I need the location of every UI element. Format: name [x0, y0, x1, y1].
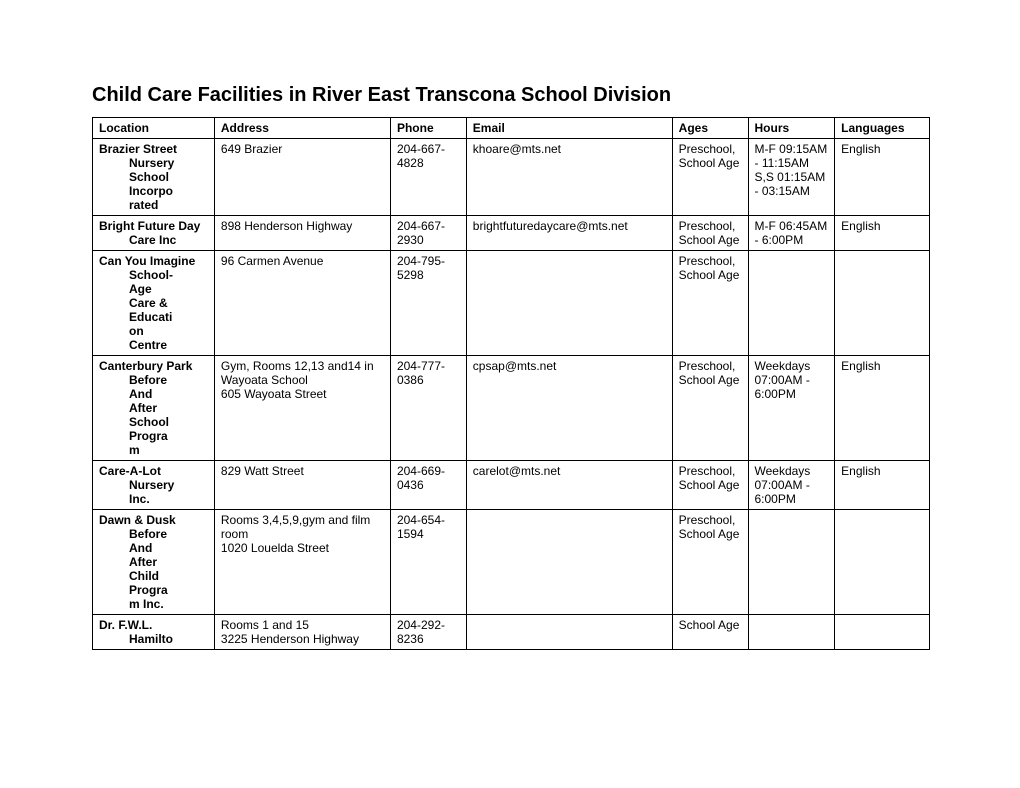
location-name-line1: Dawn & Dusk	[99, 513, 210, 527]
cell-email: carelot@mts.net	[466, 461, 672, 510]
col-location: Location	[93, 118, 215, 139]
cell-email	[466, 251, 672, 356]
table-header-row: Location Address Phone Email Ages Hours …	[93, 118, 930, 139]
location-name-rest: Before And After Child Program Inc.	[99, 527, 177, 611]
cell-ages: Preschool, School Age	[672, 216, 748, 251]
cell-phone: 204-777-0386	[390, 356, 466, 461]
cell-languages: English	[835, 356, 930, 461]
cell-ages: Preschool, School Age	[672, 251, 748, 356]
table-row: Care-A-LotNursery Inc.829 Watt Street204…	[93, 461, 930, 510]
location-name-rest: Nursery School Incorporated	[99, 156, 177, 212]
cell-languages: English	[835, 216, 930, 251]
table-row: Bright Future DayCare Inc898 Henderson H…	[93, 216, 930, 251]
cell-address: 829 Watt Street	[214, 461, 390, 510]
cell-location: Brazier StreetNursery School Incorporate…	[93, 139, 215, 216]
cell-phone: 204-667-2930	[390, 216, 466, 251]
location-name-line1: Canterbury Park	[99, 359, 210, 373]
cell-location: Care-A-LotNursery Inc.	[93, 461, 215, 510]
cell-phone: 204-669-0436	[390, 461, 466, 510]
col-languages: Languages	[835, 118, 930, 139]
table-row: Dawn & DuskBefore And After Child Progra…	[93, 510, 930, 615]
cell-phone: 204-292-8236	[390, 615, 466, 650]
cell-email	[466, 510, 672, 615]
cell-email	[466, 615, 672, 650]
table-row: Can You ImagineSchool-Age Care & Educati…	[93, 251, 930, 356]
cell-phone: 204-795-5298	[390, 251, 466, 356]
cell-hours	[748, 510, 835, 615]
cell-languages	[835, 510, 930, 615]
facilities-table: Location Address Phone Email Ages Hours …	[92, 117, 930, 650]
location-name-rest: Hamilto	[99, 632, 177, 646]
cell-phone: 204-654-1594	[390, 510, 466, 615]
cell-ages: School Age	[672, 615, 748, 650]
cell-hours: M-F 06:45AM - 6:00PM	[748, 216, 835, 251]
cell-address: Rooms 1 and 15 3225 Henderson Highway	[214, 615, 390, 650]
cell-languages	[835, 251, 930, 356]
location-name-line1: Bright Future Day	[99, 219, 210, 233]
cell-address: Rooms 3,4,5,9,gym and film room 1020 Lou…	[214, 510, 390, 615]
cell-hours: Weekdays 07:00AM - 6:00PM	[748, 461, 835, 510]
cell-ages: Preschool, School Age	[672, 139, 748, 216]
cell-location: Dr. F.W.L.Hamilto	[93, 615, 215, 650]
cell-ages: Preschool, School Age	[672, 461, 748, 510]
table-row: Canterbury ParkBefore And After School P…	[93, 356, 930, 461]
location-name-rest: Nursery Inc.	[99, 478, 177, 506]
table-row: Dr. F.W.L.HamiltoRooms 1 and 15 3225 Hen…	[93, 615, 930, 650]
cell-languages: English	[835, 139, 930, 216]
location-name-rest: School-Age Care & Education Centre	[99, 268, 177, 352]
cell-address: Gym, Rooms 12,13 and14 in Wayoata School…	[214, 356, 390, 461]
col-phone: Phone	[390, 118, 466, 139]
col-address: Address	[214, 118, 390, 139]
table-row: Brazier StreetNursery School Incorporate…	[93, 139, 930, 216]
cell-hours: Weekdays 07:00AM - 6:00PM	[748, 356, 835, 461]
cell-languages: English	[835, 461, 930, 510]
cell-ages: Preschool, School Age	[672, 356, 748, 461]
cell-email: cpsap@mts.net	[466, 356, 672, 461]
col-ages: Ages	[672, 118, 748, 139]
cell-hours	[748, 251, 835, 356]
location-name-line1: Brazier Street	[99, 142, 210, 156]
cell-address: 898 Henderson Highway	[214, 216, 390, 251]
location-name-line1: Can You Imagine	[99, 254, 210, 268]
cell-location: Canterbury ParkBefore And After School P…	[93, 356, 215, 461]
cell-hours: M-F 09:15AM - 11:15AM S,S 01:15AM - 03:1…	[748, 139, 835, 216]
cell-email: khoare@mts.net	[466, 139, 672, 216]
col-hours: Hours	[748, 118, 835, 139]
location-name-rest: Before And After School Program	[99, 373, 177, 457]
cell-phone: 204-667-4828	[390, 139, 466, 216]
cell-email: brightfuturedaycare@mts.net	[466, 216, 672, 251]
col-email: Email	[466, 118, 672, 139]
cell-ages: Preschool, School Age	[672, 510, 748, 615]
location-name-line1: Dr. F.W.L.	[99, 618, 210, 632]
page-title: Child Care Facilities in River East Tran…	[92, 84, 930, 107]
location-name-rest: Care Inc	[99, 233, 177, 247]
cell-location: Bright Future DayCare Inc	[93, 216, 215, 251]
cell-location: Dawn & DuskBefore And After Child Progra…	[93, 510, 215, 615]
location-name-line1: Care-A-Lot	[99, 464, 210, 478]
cell-languages	[835, 615, 930, 650]
cell-hours	[748, 615, 835, 650]
cell-location: Can You ImagineSchool-Age Care & Educati…	[93, 251, 215, 356]
cell-address: 96 Carmen Avenue	[214, 251, 390, 356]
cell-address: 649 Brazier	[214, 139, 390, 216]
